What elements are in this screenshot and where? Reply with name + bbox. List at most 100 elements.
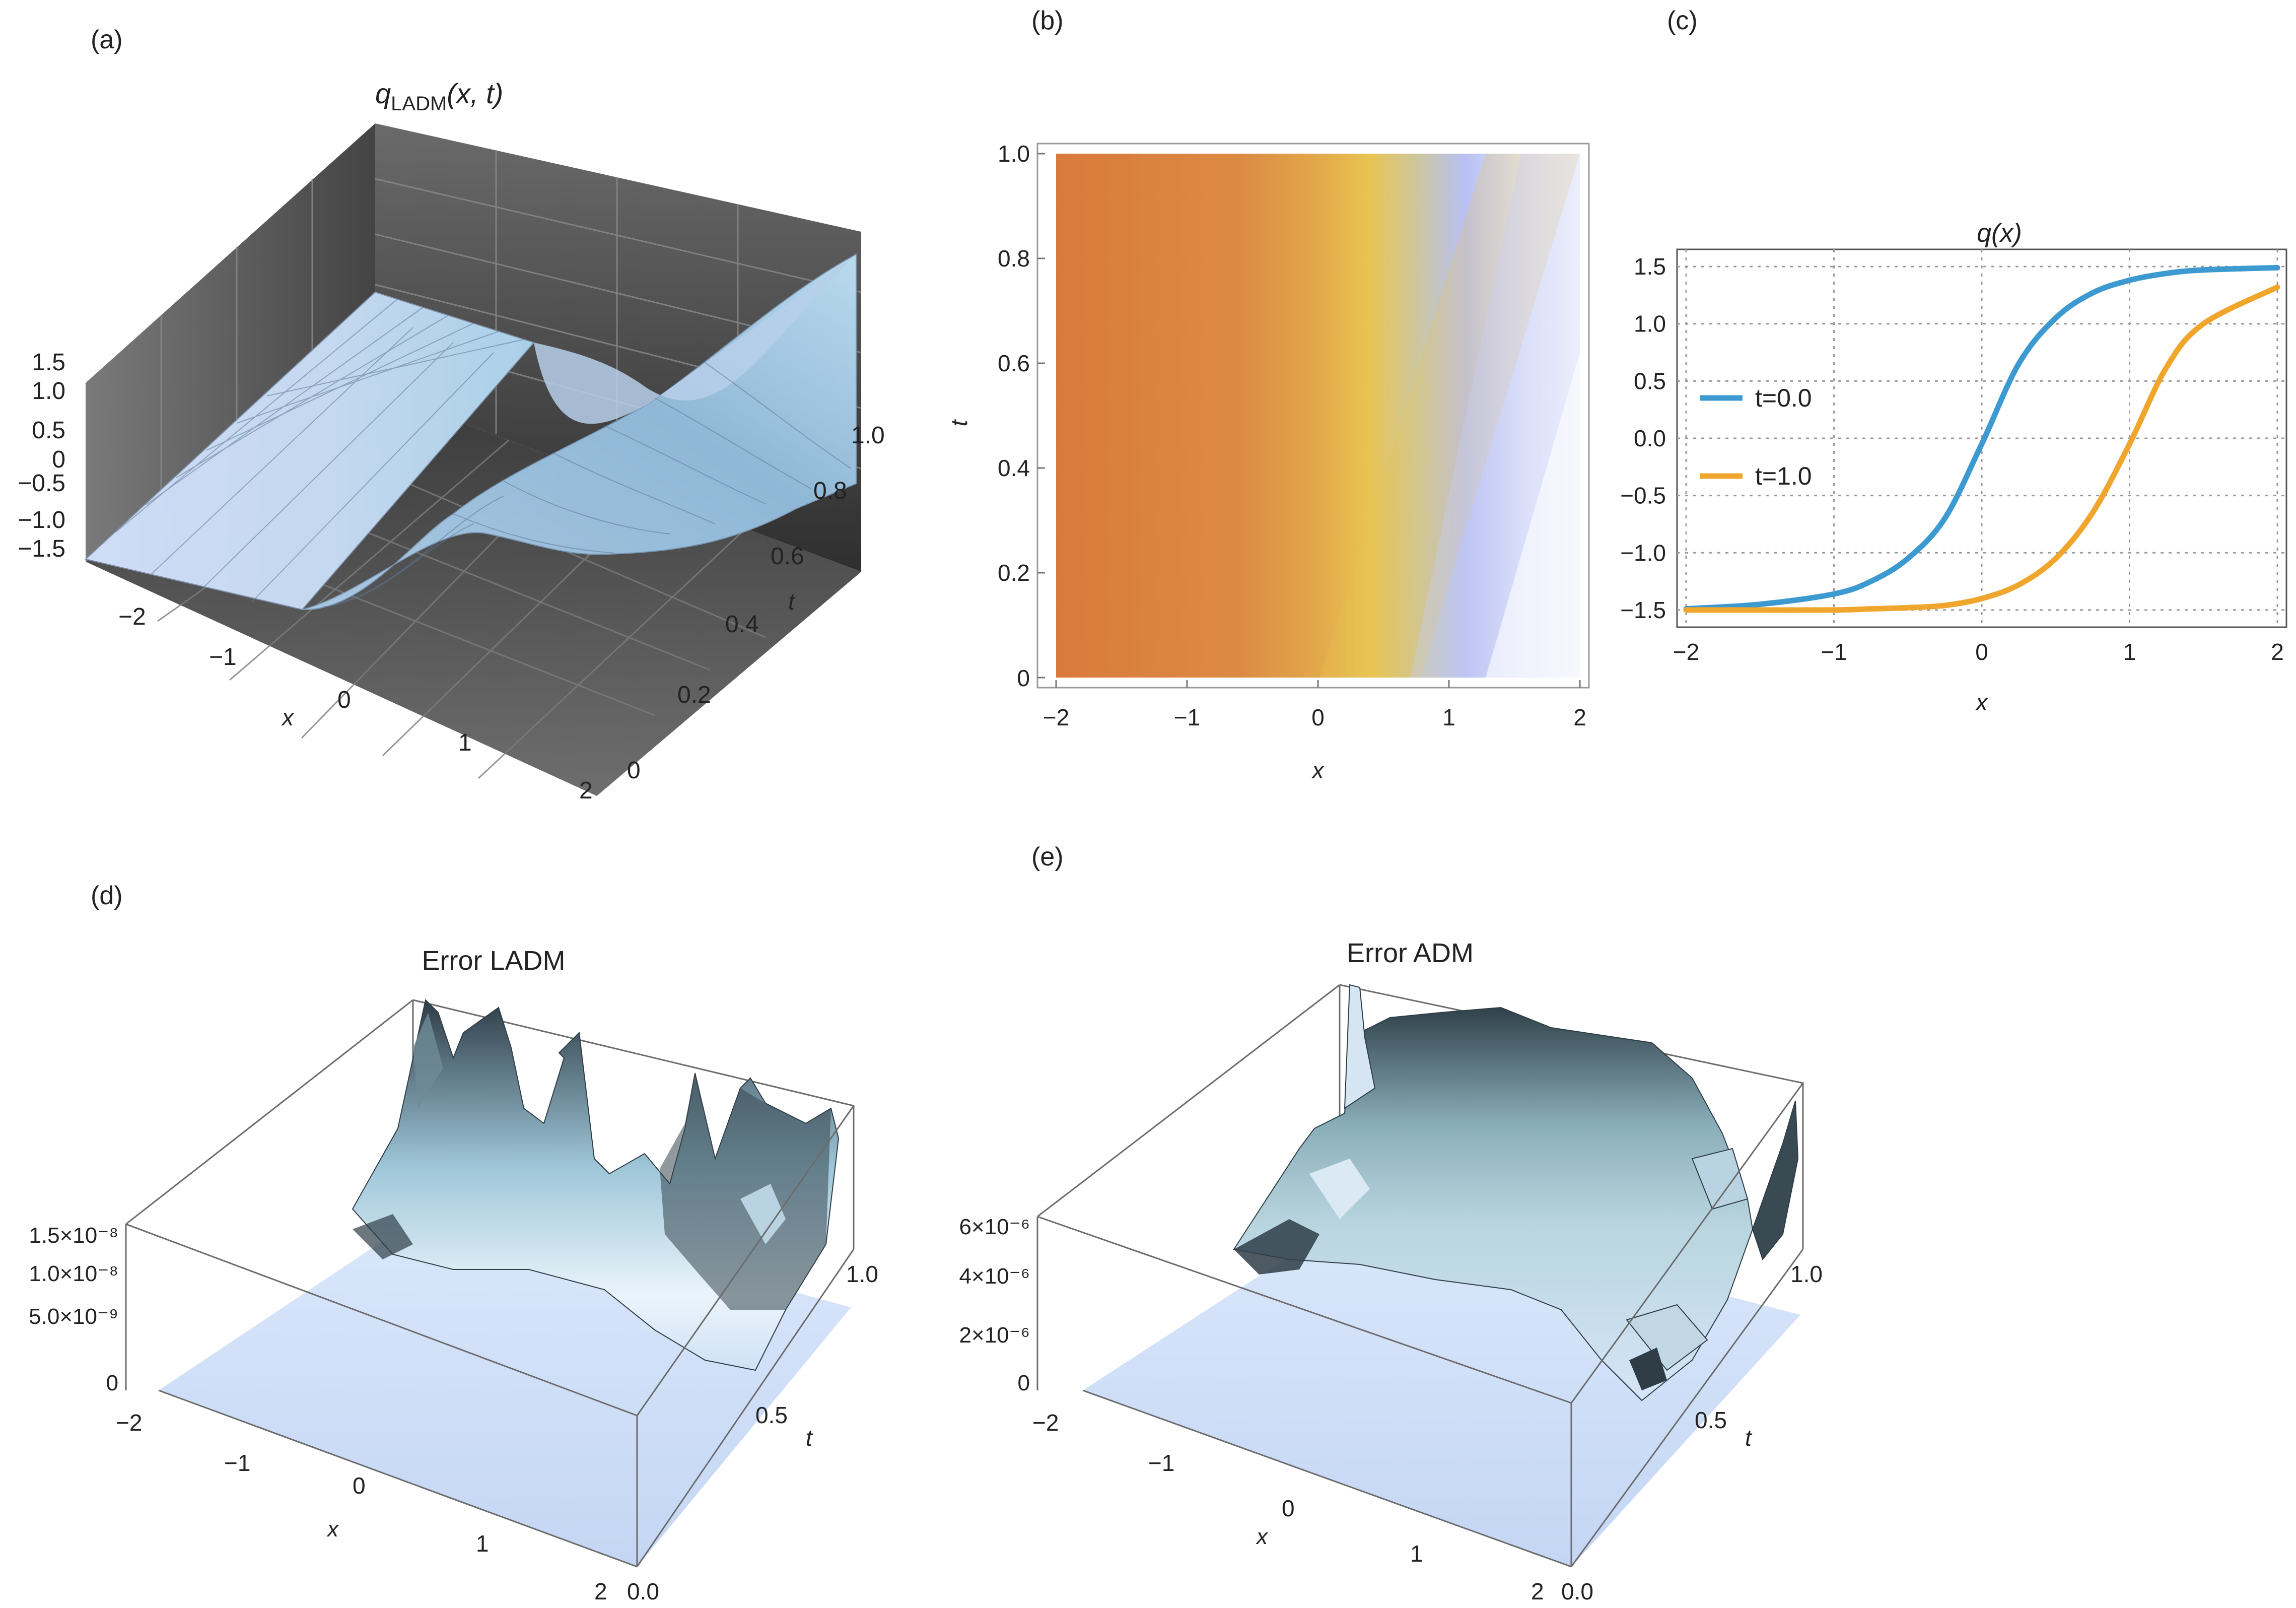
- panel-c-y-tick: 0.5: [1634, 368, 1666, 394]
- panel-e-x-tick: 1: [1410, 1540, 1423, 1567]
- panel-a-x-tick: −1: [209, 644, 237, 671]
- panel-d-z-tick: 1.0×10⁻⁸: [29, 1261, 118, 1286]
- panel-d-x-tick: 2: [594, 1578, 607, 1604]
- panel-b-label: (b): [1031, 6, 1064, 35]
- legend-label-1: t=1.0: [1755, 462, 1812, 490]
- panel-a-x-tick: 0: [337, 687, 351, 713]
- panel-a-x-tick: 1: [458, 729, 472, 756]
- panel-a-title-sub: LADM: [391, 93, 447, 115]
- panel-a-z-tick: 1.5: [32, 349, 65, 376]
- panel-c-ticks: −2 −1 0 1 2 −1.5 −1.0 −0.5 0.0 0.5 1.0 1.5: [1620, 253, 2284, 665]
- panel-a-surface-mesh: [115, 298, 852, 608]
- panel-b-y-tick: 0.6: [998, 350, 1030, 376]
- panel-a-z-tick: 0: [52, 446, 65, 473]
- panel-d-z-tick: 5.0×10⁻⁹: [29, 1304, 118, 1329]
- panel-d-t-tick: 1.0: [846, 1261, 878, 1287]
- panel-b-ticks: [1037, 153, 1581, 688]
- panel-c-x-tick: −1: [1821, 639, 1847, 665]
- panel-a-z-tick: −0.5: [18, 470, 65, 497]
- panel-e-z-tick: 0: [1018, 1371, 1030, 1395]
- panel-a-title-args: (x, t): [447, 78, 503, 109]
- panel-c-x-tick: −2: [1673, 639, 1699, 665]
- panel-b-frame: [1036, 143, 1590, 689]
- panel-e-z-tick: 4×10⁻⁶: [959, 1264, 1030, 1289]
- panel-b-y-tick: 1.0: [998, 141, 1030, 167]
- panel-a-x-tick: 2: [579, 777, 593, 804]
- panel-d-z-tick: 1.5×10⁻⁸: [29, 1223, 118, 1248]
- panel-a-z-tick: 0.5: [32, 417, 65, 444]
- panel-a-t-tick: 0.4: [725, 611, 759, 638]
- panel-e-x-label: x: [1256, 1524, 1269, 1549]
- panel-b-x-tick: −1: [1174, 704, 1200, 730]
- panel-d-facet-mid: [413, 1013, 443, 1108]
- panel-e-x-ticks: −2 −1 0 1 2: [1032, 1410, 1544, 1604]
- panel-a-z-tick: 1.0: [32, 378, 65, 405]
- panel-a-title: qLADM(x, t): [375, 78, 503, 115]
- legend-label-0: t=0.0: [1755, 384, 1812, 412]
- panel-a-left-wall: [86, 123, 375, 562]
- panel-b-y-tick: 0.4: [998, 455, 1030, 481]
- panel-d-x-tick: −2: [116, 1410, 142, 1436]
- panel-e-facet-d: [1691, 1148, 1749, 1210]
- panel-c-lines: [1683, 264, 2280, 613]
- panel-a-x-label: x: [281, 704, 295, 730]
- series-line-1: [1683, 284, 2280, 613]
- panel-e-facet-dark: [1234, 1219, 1319, 1275]
- panel-c-x-label: x: [1975, 689, 1989, 715]
- panel-b-density: [1056, 154, 1580, 678]
- panel-c-grid: [1677, 249, 2286, 627]
- series-line-0: [1683, 264, 2280, 612]
- panel-e-z-tick: 6×10⁻⁶: [959, 1215, 1030, 1239]
- panel-e-facet-light: [1309, 1159, 1370, 1219]
- panel-d-x-tick: −1: [224, 1450, 250, 1476]
- panel-a-x-ticks: −2 −1 0 1 2: [118, 604, 593, 804]
- panel-c-legend: t=0.0 t=1.0: [1700, 384, 1812, 490]
- panel-e-title: Error ADM: [1347, 938, 1474, 968]
- panel-d-x-tick: 0: [353, 1472, 366, 1499]
- panel-a-t-tick: 1.0: [851, 422, 885, 449]
- panel-e-z-tick: 2×10⁻⁶: [959, 1323, 1030, 1348]
- panel-d-x-label: x: [326, 1517, 339, 1542]
- panel-a-t-tick: 0.2: [677, 682, 711, 708]
- panel-c-y-tick: 1.5: [1634, 253, 1666, 280]
- panel-d-x-tick: 1: [476, 1530, 489, 1557]
- panel-a-t-tick: 0.6: [771, 543, 804, 570]
- panel-a-x-tick: −2: [118, 604, 146, 630]
- panel-b-x-ticks: −2 −1 0 1 2: [1043, 704, 1586, 730]
- panel-d-z-tick: 0: [106, 1371, 118, 1395]
- panel-b-y-label: t: [946, 419, 972, 426]
- panel-e-z-ticks: 6×10⁻⁶ 4×10⁻⁶ 2×10⁻⁶ 0: [959, 1215, 1030, 1395]
- panel-e-t-tick: 1.0: [1790, 1261, 1823, 1287]
- panel-a-z-tick: −1.0: [18, 507, 65, 533]
- panel-a-t-label: t: [788, 588, 796, 615]
- panel-e-t-label: t: [1745, 1425, 1753, 1451]
- panel-d-facet: [740, 1184, 786, 1244]
- panel-c: (c) q(x) −2 −1 0 1 2 −1.5 −1.0 −0.5 0.0 0.5 1.0 1.5…: [1620, 6, 2287, 715]
- panel-b-front-overlay: [1319, 154, 1580, 678]
- panel-e-t-tick: 0.5: [1695, 1407, 1727, 1433]
- panel-c-y-tick: −1.5: [1620, 597, 1666, 623]
- panel-a-t-tick: 0: [627, 757, 641, 784]
- panel-e-t-tick: 0.0: [1561, 1578, 1593, 1604]
- panel-e-spike-right: [1752, 1100, 1799, 1261]
- panel-d-title: Error LADM: [422, 946, 565, 976]
- panel-d-t-label: t: [806, 1425, 813, 1451]
- panel-c-y-tick: 1.0: [1634, 311, 1666, 337]
- panel-c-label: (c): [1667, 6, 1698, 35]
- panel-a-title-main: q: [375, 78, 391, 109]
- panel-b-x-tick: −2: [1043, 704, 1069, 730]
- panel-a-t-ticks: 0 0.2 0.4 0.6 0.8 1.0: [627, 422, 885, 784]
- panel-c-y-tick: 0.0: [1634, 425, 1666, 451]
- panel-e: (e) Error ADM 6×10⁻⁶ 4×10⁻⁶ 2×10⁻⁶: [959, 842, 1823, 1604]
- panel-b-y-tick: 0.8: [998, 245, 1030, 272]
- panel-a-z-tick: −1.5: [18, 535, 65, 562]
- panel-d-box-front: [125, 1105, 855, 1568]
- panel-d: (d) Error LADM 1.5×10⁻⁸ 1.0×10⁻⁸ 5.0×10⁻: [29, 881, 878, 1604]
- panel-a-z-ticks: 1.5 1.0 0.5 0 −0.5 −1.0 −1.5: [18, 349, 65, 562]
- panel-a-t-tick: 0.8: [813, 478, 847, 504]
- panel-e-t-ticks: 0.0 0.5 1.0: [1561, 1261, 1823, 1604]
- panel-b-x-tick: 1: [1442, 704, 1455, 730]
- panel-d-z-ticks: 1.5×10⁻⁸ 1.0×10⁻⁸ 5.0×10⁻⁹ 0: [29, 1223, 118, 1395]
- panel-a: (a) qLADM(x, t): [18, 25, 885, 804]
